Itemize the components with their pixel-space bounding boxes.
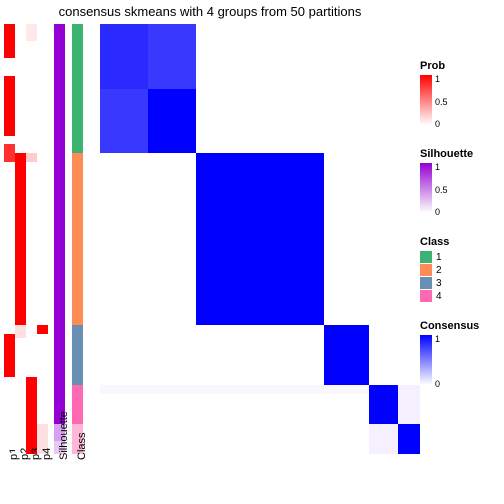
annotation-segment xyxy=(26,153,37,162)
chart-title: consensus skmeans with 4 groups from 50 … xyxy=(0,4,420,19)
annotation-col-silhouette: Silhouette xyxy=(54,24,65,454)
heatmap-block xyxy=(100,385,369,394)
legend-tick: 0 xyxy=(435,380,440,389)
legend-ticks: 10 xyxy=(435,335,465,385)
legend-class-row: 2 xyxy=(420,264,500,276)
legend-swatch xyxy=(420,251,432,263)
annotation-segment xyxy=(4,334,15,377)
legends-panel: Prob10.50Silhouette10.50Class1234Consens… xyxy=(420,60,500,408)
annotation-segment xyxy=(26,24,37,41)
annotation-segment xyxy=(4,76,15,136)
annotation-segment xyxy=(4,144,15,161)
consensus-heatmap xyxy=(100,24,420,454)
legend-swatch-label: 2 xyxy=(436,265,442,276)
annotation-segment xyxy=(15,338,26,454)
annotation-segment xyxy=(26,377,37,454)
annotation-segment xyxy=(72,153,83,325)
annotation-segment xyxy=(72,385,83,424)
annotation-col-class: Class xyxy=(72,24,83,454)
annotation-segment xyxy=(4,24,15,58)
annotation-col-p4: p4 xyxy=(37,24,48,454)
legend-tick: 1 xyxy=(435,163,440,172)
heatmap-block xyxy=(148,24,196,89)
annotation-segment xyxy=(4,58,15,75)
legend-gradient xyxy=(420,75,432,125)
legend-tick: 0.5 xyxy=(435,186,448,195)
heatmap-block xyxy=(100,24,148,89)
heatmap-block xyxy=(369,424,398,454)
legend-class: Class 1 2 3 4 xyxy=(420,236,500,302)
legend-class-row: 3 xyxy=(420,277,500,289)
legend-gradient xyxy=(420,335,432,385)
legend-class-row: 1 xyxy=(420,251,500,263)
legend-swatch-label: 3 xyxy=(436,278,442,289)
legend-ticks: 10.50 xyxy=(435,163,465,213)
legend-ticks: 10.50 xyxy=(435,75,465,125)
annotation-segment xyxy=(4,162,15,334)
annotation-segment xyxy=(15,325,26,338)
legend-gradient xyxy=(420,163,432,213)
legend-tick: 1 xyxy=(435,335,440,344)
annotation-col-p3: p3 xyxy=(26,24,37,454)
legend-silhouette: Silhouette10.50 xyxy=(420,148,500,218)
heatmap-block xyxy=(196,153,324,325)
annotation-col-p1: p1 xyxy=(4,24,15,454)
annotation-segment xyxy=(15,24,26,153)
legend-title: Silhouette xyxy=(420,148,500,160)
heatmap-block xyxy=(398,385,420,424)
annotation-segment xyxy=(72,325,83,385)
heatmap-block xyxy=(100,89,148,154)
annotation-segment xyxy=(72,24,83,153)
annotation-segment xyxy=(54,24,65,424)
annotation-segment xyxy=(15,153,26,325)
legend-swatch-label: 1 xyxy=(436,252,442,263)
annotation-segment xyxy=(37,334,48,424)
legend-prob: Prob10.50 xyxy=(420,60,500,130)
legend-consensus: Consensus10 xyxy=(420,320,500,390)
legend-title: Prob xyxy=(420,60,500,72)
legend-tick: 0 xyxy=(435,120,440,129)
legend-swatch xyxy=(420,290,432,302)
legend-class-row: 4 xyxy=(420,290,500,302)
heatmap-block xyxy=(398,424,420,454)
legend-title: Consensus xyxy=(420,320,500,332)
legend-swatch xyxy=(420,264,432,276)
legend-tick: 0.5 xyxy=(435,98,448,107)
legend-tick: 0 xyxy=(435,208,440,217)
legend-swatch-label: 4 xyxy=(436,291,442,302)
legend-swatch xyxy=(420,277,432,289)
legend-title: Class xyxy=(420,236,500,248)
legend-tick: 1 xyxy=(435,75,440,84)
annotation-segment xyxy=(26,41,37,153)
annotation-segment xyxy=(37,325,48,334)
annotation-col-p2: p2 xyxy=(15,24,26,454)
annotation-segment xyxy=(26,162,37,377)
annotation-tracks: p1p2p3p4 Silhouette Class xyxy=(4,24,94,454)
heatmap-block xyxy=(324,325,369,385)
annotation-segment xyxy=(37,24,48,325)
annotation-segment xyxy=(4,377,15,454)
annotation-segment xyxy=(4,136,15,145)
